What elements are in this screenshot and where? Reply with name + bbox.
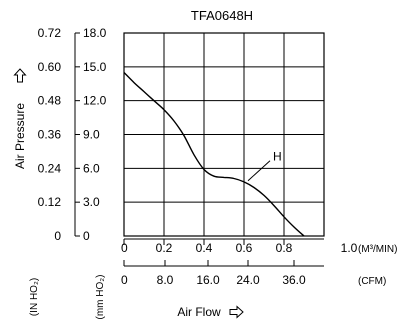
y-tick-label-in: 0.12 [38,195,62,209]
y-tick-label-mm: 3.0 [83,195,100,209]
y-tick-label-mm: 15.0 [83,60,107,74]
y-tick-label-in: 0.60 [38,60,62,74]
y-unit-in: (IN HO₂) [29,278,40,316]
x-unit-m3: (M³/MIN) [358,244,397,255]
grid [123,32,325,237]
series-label-H: H [273,150,282,164]
y-tick-label-in: 0.24 [38,161,62,175]
chart-title: TFA0648H [191,8,253,23]
x-tick-label-m3: 0.6 [236,241,253,255]
y-tick-label-mm: 9.0 [83,128,100,142]
x-ticks-cfm: 0 8.0 16.0 24.0 36.0 [121,260,324,287]
y-tick-label-in: 0.48 [38,94,62,108]
x-tick-label-m3: 0.2 [156,241,173,255]
y-tick-label-mm: 12.0 [83,94,107,108]
arrow-up-icon [13,68,27,83]
x-tick-label-cfm: 16.0 [196,273,220,287]
y-tick-label-in: 0.36 [38,128,62,142]
x-tick-label-cfm: 0 [121,273,128,287]
x-axis-label: Air Flow [177,305,221,319]
x-tick-label-m3: 0 [121,241,128,255]
x-tick-label-cfm: 36.0 [282,273,306,287]
x-tick-label-m3: 0.8 [276,241,293,255]
y-ticks-mm: 0 3.0 6.0 9.0 12.0 15.0 18.0 [74,26,107,243]
x-axis-title: Air Flow [177,305,244,319]
x-tick-label-cfm: 24.0 [236,273,260,287]
x-tick-label-cfm: 8.0 [157,273,174,287]
y-tick-label-mm: 18.0 [83,26,107,40]
y-axis-title: Air Pressure [13,68,27,169]
y-tick-label-mm: 6.0 [83,161,100,175]
x-tick-label-m3: 0.4 [196,241,213,255]
y-tick-label-in: 0 [54,229,61,243]
y-axis-label: Air Pressure [13,103,27,169]
series-line-H [123,72,305,237]
series-leader-line [247,160,271,182]
arrow-right-icon [229,305,244,319]
x-unit-cfm: (CFM) [358,276,386,287]
y-ticks-in: 0 0.12 0.24 0.36 0.48 0.60 0.72 [38,26,62,243]
x-tick-label-m3: 1.0 [341,241,358,255]
x-ticks-m3: 0 0.2 0.4 0.6 0.8 1.0 [121,238,358,255]
y-tick-label-mm: 0 [83,229,90,243]
y-unit-mm: (mm HO₂) [95,275,106,320]
y-tick-label-in: 0.72 [38,26,62,40]
